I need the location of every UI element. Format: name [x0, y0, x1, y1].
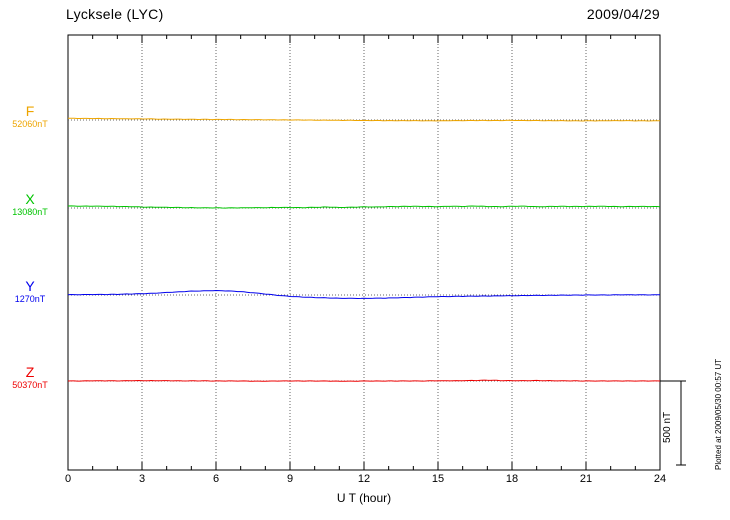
x-tick-label: 6 [212, 473, 220, 485]
x-tick-label: 3 [138, 473, 146, 485]
scale-bar-label: 500 nT [662, 411, 673, 443]
x-tick-label: 24 [653, 473, 667, 485]
x-tick-label: 0 [64, 473, 72, 485]
x-tick-label: 18 [505, 473, 519, 485]
channel-name: Y [25, 278, 35, 294]
channel-baseline-value: 1270nT [14, 294, 46, 304]
plot-date: 2009/04/29 [586, 6, 660, 22]
channel-name: Z [25, 364, 35, 380]
x-tick-label: 9 [286, 473, 294, 485]
channel-baseline-value: 52060nT [12, 119, 48, 129]
trace-Z [67, 379, 661, 382]
x-tick-label: 21 [579, 473, 593, 485]
station-title: Lycksele (LYC) [66, 6, 164, 22]
channel-name: F [25, 103, 35, 119]
channel-label-Y: Y 1270nT [0, 279, 60, 305]
plot-credit: Plotted at 2009/05/30 00:57 UT [714, 358, 723, 470]
trace-F [67, 117, 661, 122]
channel-name: X [25, 191, 35, 207]
x-tick-label: 12 [357, 473, 371, 485]
trace-X [67, 205, 661, 209]
trace-Y [67, 289, 661, 300]
channel-label-X: X 13080nT [0, 192, 60, 218]
x-tick-label: 15 [431, 473, 445, 485]
channel-label-Z: Z 50370nT [0, 365, 60, 391]
channel-label-F: F 52060nT [0, 104, 60, 130]
channel-baseline-value: 50370nT [12, 380, 48, 390]
channel-baseline-value: 13080nT [12, 207, 48, 217]
x-axis-label: U T (hour) [336, 491, 392, 505]
